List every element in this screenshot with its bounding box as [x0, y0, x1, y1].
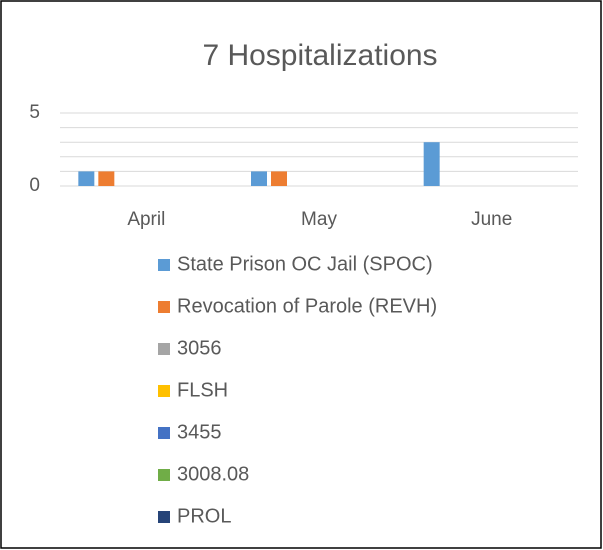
legend-swatch: [158, 385, 170, 397]
legend-swatch: [158, 343, 170, 355]
x-tick-label: May: [301, 209, 337, 230]
legend-label: PROL: [177, 505, 231, 527]
legend-swatch: [158, 511, 170, 523]
x-tick-label: June: [471, 209, 512, 230]
y-tick-label: 5: [29, 102, 40, 123]
y-tick-label: 0: [29, 175, 40, 196]
legend-label: 3056: [177, 337, 222, 359]
bar: [271, 171, 287, 186]
legend-label: 3455: [177, 421, 222, 443]
bar: [78, 171, 95, 186]
bar: [251, 171, 267, 186]
legend-swatch: [158, 301, 170, 313]
legend-label: FLSH: [177, 379, 228, 401]
bar: [423, 142, 440, 186]
legend-swatch: [158, 427, 170, 439]
chart-title: 7 Hospitalizations: [202, 39, 437, 72]
legend-label: Revocation of Parole (REVH): [177, 295, 437, 317]
legend-label: 3008.08: [177, 463, 249, 485]
legend-swatch: [158, 259, 170, 271]
legend-swatch: [158, 469, 170, 481]
legend-label: State Prison OC Jail (SPOC): [177, 253, 433, 275]
bar: [98, 171, 115, 186]
x-tick-label: April: [127, 209, 165, 230]
